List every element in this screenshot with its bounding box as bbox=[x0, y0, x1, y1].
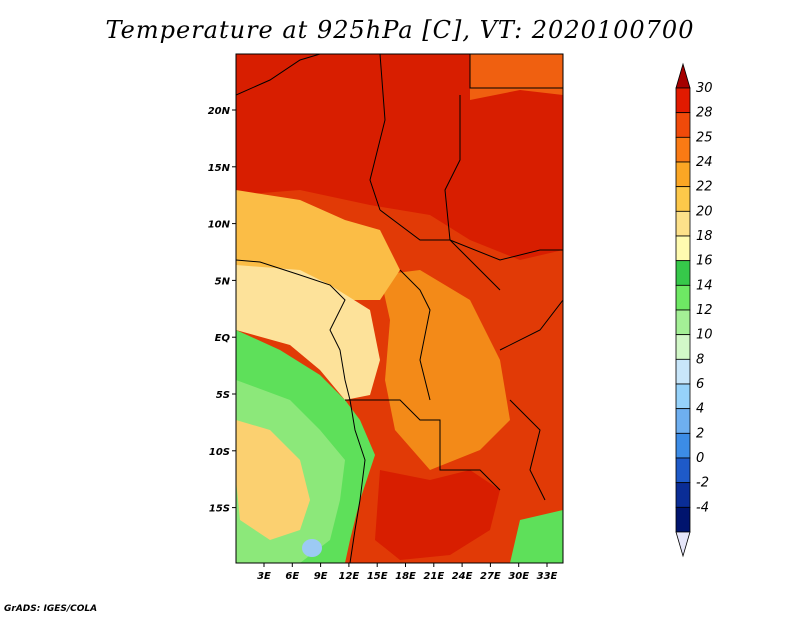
colorbar-swatch bbox=[675, 210, 691, 237]
colorbar-swatch bbox=[675, 432, 691, 459]
colorbar-swatch bbox=[675, 482, 691, 508]
field-blue-spot bbox=[302, 539, 322, 557]
lon-tick-label: 9E bbox=[314, 571, 328, 582]
colorbar-swatch bbox=[675, 383, 691, 410]
field-yellow-ocean bbox=[236, 420, 310, 540]
colorbar-swatch bbox=[675, 334, 691, 360]
colorbar-swatch bbox=[675, 408, 691, 434]
lat-tick-label: 10S bbox=[209, 447, 230, 458]
field-hot-north bbox=[236, 54, 563, 260]
chart-title: Temperature at 925hPa [C], VT: 202010070… bbox=[105, 16, 695, 44]
colorbar-label: 18 bbox=[696, 229, 713, 244]
lon-tick-label: 30E bbox=[508, 571, 529, 582]
field-green-se bbox=[510, 510, 563, 563]
colorbar-label: 24 bbox=[696, 155, 713, 170]
colorbar-label: 2 bbox=[696, 426, 704, 441]
temperature-field bbox=[236, 54, 563, 563]
colorbar-label: 4 bbox=[696, 402, 704, 417]
colorbar-label: 25 bbox=[696, 130, 713, 145]
lat-tick-label: 5S bbox=[216, 390, 230, 401]
lat-ticks: 20N 15N 10N 5N EQ 5S 10S 15S bbox=[208, 106, 236, 515]
lon-tick-label: 12E bbox=[339, 571, 360, 582]
lon-tick-label: 18E bbox=[395, 571, 416, 582]
colorbar-top-triangle bbox=[675, 62, 691, 89]
colorbar-bottom-triangle bbox=[675, 531, 691, 558]
coastlines bbox=[236, 54, 563, 563]
colorbar-swatch bbox=[675, 260, 691, 286]
lon-tick-label: 21E bbox=[423, 571, 444, 582]
colorbar-swatch bbox=[675, 358, 691, 385]
colorbar-label: 28 bbox=[696, 106, 713, 121]
colorbar-swatch bbox=[675, 161, 691, 188]
lon-ticks: 3E 6E 9E 12E 15E 18E 21E 24E 27E 30E 33E bbox=[257, 563, 558, 582]
colorbar-swatch bbox=[675, 284, 691, 311]
lat-tick-label: 15N bbox=[208, 163, 231, 174]
colorbar-label: -4 bbox=[696, 500, 709, 515]
colorbar-swatch bbox=[675, 112, 691, 138]
colorbar-label: 6 bbox=[696, 377, 704, 392]
colorbar-label: -2 bbox=[696, 476, 709, 491]
colorbar-swatch bbox=[675, 136, 691, 163]
lat-tick-label: 15S bbox=[209, 504, 230, 515]
colorbar-label: 12 bbox=[696, 303, 713, 318]
lon-tick-label: 33E bbox=[537, 571, 558, 582]
colorbar-label: 14 bbox=[696, 278, 713, 293]
lat-tick-label: 10N bbox=[208, 220, 231, 231]
grads-credit: GrADS: IGES/COLA bbox=[4, 604, 98, 614]
map-frame bbox=[235, 53, 564, 564]
colorbar-label: 22 bbox=[696, 180, 713, 195]
colorbar-label: 10 bbox=[696, 328, 713, 343]
lat-tick-label: 5N bbox=[215, 276, 231, 287]
lon-tick-label: 15E bbox=[367, 571, 388, 582]
colorbar-label: 8 bbox=[696, 352, 704, 367]
lat-tick-label: 20N bbox=[208, 106, 231, 117]
lat-tick-label: EQ bbox=[215, 333, 231, 344]
colorbar-swatch bbox=[675, 457, 691, 484]
field-orange-central bbox=[380, 270, 510, 470]
colorbar-swatch bbox=[675, 235, 691, 262]
field-hot-south bbox=[375, 470, 500, 560]
colorbar-swatch bbox=[675, 87, 691, 114]
colorbar-label: 30 bbox=[696, 81, 713, 96]
colorbar-label: 16 bbox=[696, 254, 713, 269]
colorbar-swatch bbox=[675, 309, 691, 336]
colorbar-label: 20 bbox=[696, 204, 713, 219]
colorbar-swatch bbox=[675, 506, 691, 533]
colorbar-swatch bbox=[675, 186, 691, 212]
colorbar-label: 0 bbox=[696, 451, 704, 466]
lon-tick-label: 24E bbox=[452, 571, 473, 582]
lon-tick-label: 6E bbox=[285, 571, 299, 582]
lon-tick-label: 3E bbox=[257, 571, 271, 582]
lon-tick-label: 27E bbox=[480, 571, 501, 582]
